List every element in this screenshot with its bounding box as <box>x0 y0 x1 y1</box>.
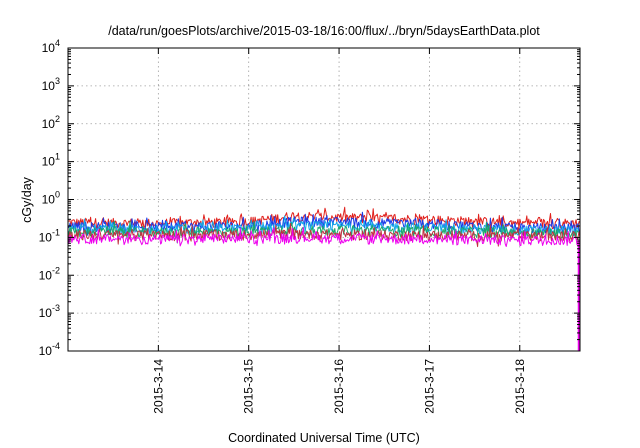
y-tick-label: 10-1 <box>39 227 60 244</box>
y-tick-exponent: -4 <box>52 341 60 351</box>
y-tick-base: 10 <box>39 344 53 358</box>
y-tick-base: 10 <box>39 268 53 282</box>
y-tick-base: 10 <box>39 306 53 320</box>
y-tick-base: 10 <box>42 117 56 131</box>
y-tick-label: 100 <box>42 190 60 207</box>
y-tick-base: 10 <box>42 155 56 169</box>
y-tick-label: 101 <box>42 152 60 169</box>
y-tick-label: 104 <box>42 38 60 55</box>
y-tick-exponent: 1 <box>55 152 60 162</box>
x-tick-label: 2015-3-14 <box>151 359 165 414</box>
y-tick-exponent: 0 <box>55 190 60 200</box>
x-tick-label: 2015-3-18 <box>513 359 527 414</box>
y-tick-exponent: 2 <box>55 114 60 124</box>
y-tick-base: 10 <box>42 41 56 55</box>
x-axis-label: Coordinated Universal Time (UTC) <box>228 431 420 445</box>
gridlines <box>68 48 580 351</box>
x-axis: 2015-3-14 2015-3-15 2015-3-16 2015-3-17 2015… <box>151 48 527 414</box>
y-tick-exponent: -3 <box>52 303 60 313</box>
y-tick-exponent: 4 <box>55 38 60 48</box>
y-tick-base: 10 <box>42 79 56 93</box>
y-tick-exponent: -2 <box>52 265 60 275</box>
y-tick-exponent: 3 <box>55 76 60 86</box>
series-line <box>67 223 581 248</box>
y-tick-label: 10-4 <box>39 341 60 358</box>
y-tick-label: 103 <box>42 76 60 93</box>
x-tick-label: 2015-3-17 <box>422 359 436 414</box>
series-line <box>67 226 581 247</box>
x-tick-label: 2015-3-15 <box>242 359 256 414</box>
y-tick-base: 10 <box>39 230 53 244</box>
y-tick-label: 10-2 <box>39 265 60 282</box>
y-tick-exponent: -1 <box>52 227 60 237</box>
y-tick-base: 10 <box>42 193 56 207</box>
x-tick-label: 2015-3-16 <box>332 359 346 414</box>
chart-title: /data/run/goesPlots/archive/2015-03-18/1… <box>108 24 540 38</box>
y-tick-label: 102 <box>42 114 60 131</box>
y-axis-label: cGy/day <box>20 176 34 223</box>
y-tick-label: 10-3 <box>39 303 60 320</box>
